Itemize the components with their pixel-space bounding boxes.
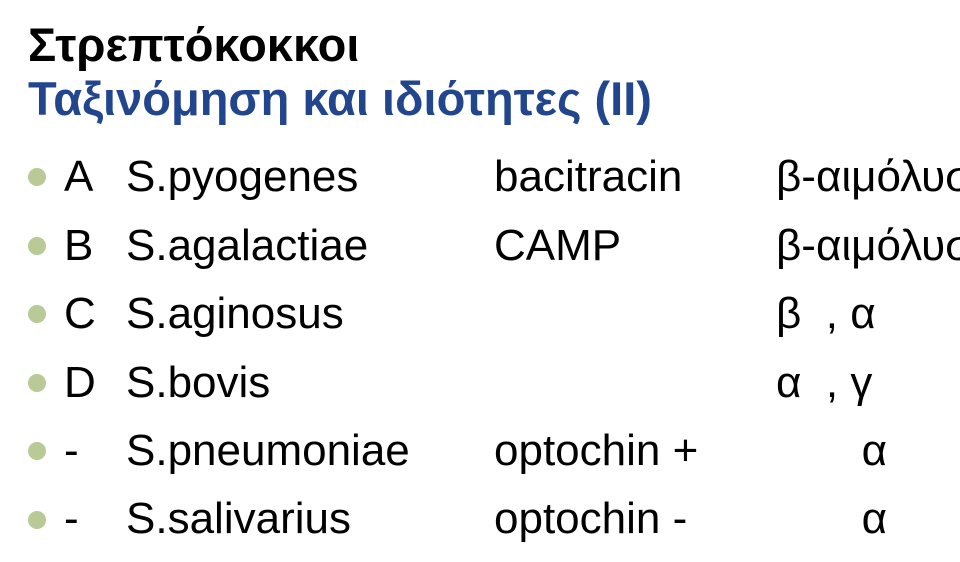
- table-row: DS.bovis α , γ: [64, 352, 956, 414]
- bullet-icon: [28, 305, 46, 323]
- species-cell: S.agalactiae: [126, 215, 494, 277]
- group-cell: B: [64, 215, 126, 277]
- test-cell: optochin +: [494, 420, 776, 482]
- test-cell: bacitracin: [494, 146, 776, 208]
- list-item: AS.pyogenesbacitracinβ-αιμόλυση: [28, 146, 932, 208]
- table-row: -S.pneumoniaeoptochin + α: [64, 420, 956, 482]
- test-cell: optochin -: [494, 488, 776, 550]
- table-row: CS.aginosus β , α: [64, 283, 956, 345]
- list-item: CS.aginosusβ , α: [28, 283, 932, 345]
- group-cell: C: [64, 283, 126, 345]
- table-row: -S.salivariusoptochin - α: [64, 488, 956, 550]
- species-cell: S.pyogenes: [126, 146, 494, 208]
- group-cell: -: [64, 488, 126, 550]
- hemolysis-cell: β-αιμόλυση: [776, 146, 956, 208]
- title-line-2: Ταξινόμηση και ιδιότητες (ΙΙ): [28, 72, 932, 126]
- list-item: -S.salivariusoptochin - α: [28, 488, 932, 550]
- species-cell: S.salivarius: [126, 488, 494, 550]
- species-cell: S.bovis: [126, 352, 494, 414]
- table-row: BS.agalactiaeCAMPβ-αιμόλυση: [64, 215, 956, 277]
- group-cell: -: [64, 420, 126, 482]
- list-item: -S.pneumoniaeoptochin + α: [28, 420, 932, 482]
- test-cell: [494, 283, 776, 345]
- species-cell: S.aginosus: [126, 283, 494, 345]
- table-row: AS.pyogenesbacitracinβ-αιμόλυση: [64, 146, 956, 208]
- bullet-icon: [28, 511, 46, 529]
- bullet-icon: [28, 374, 46, 392]
- hemolysis-cell: α: [776, 488, 956, 550]
- test-cell: [494, 352, 776, 414]
- list-item: BS.agalactiaeCAMPβ-αιμόλυση: [28, 215, 932, 277]
- test-cell: CAMP: [494, 215, 776, 277]
- hemolysis-cell: α: [776, 420, 956, 482]
- list-item: DS.bovisα , γ: [28, 352, 932, 414]
- hemolysis-cell: α , γ: [776, 352, 956, 414]
- content-list: AS.pyogenesbacitracinβ-αιμόλυση BS.agalac…: [28, 146, 932, 551]
- hemolysis-cell: β-αιμόλυση: [776, 215, 956, 277]
- title-line-1: Στρεπτόκοκκοι: [28, 18, 932, 72]
- bullet-icon: [28, 237, 46, 255]
- hemolysis-cell: β , α: [776, 283, 956, 345]
- bullet-icon: [28, 168, 46, 186]
- species-cell: S.pneumoniae: [126, 420, 494, 482]
- slide: Στρεπτόκοκκοι Ταξινόμηση και ιδιότητες (…: [0, 0, 960, 562]
- group-cell: A: [64, 146, 126, 208]
- group-cell: D: [64, 352, 126, 414]
- bullet-icon: [28, 442, 46, 460]
